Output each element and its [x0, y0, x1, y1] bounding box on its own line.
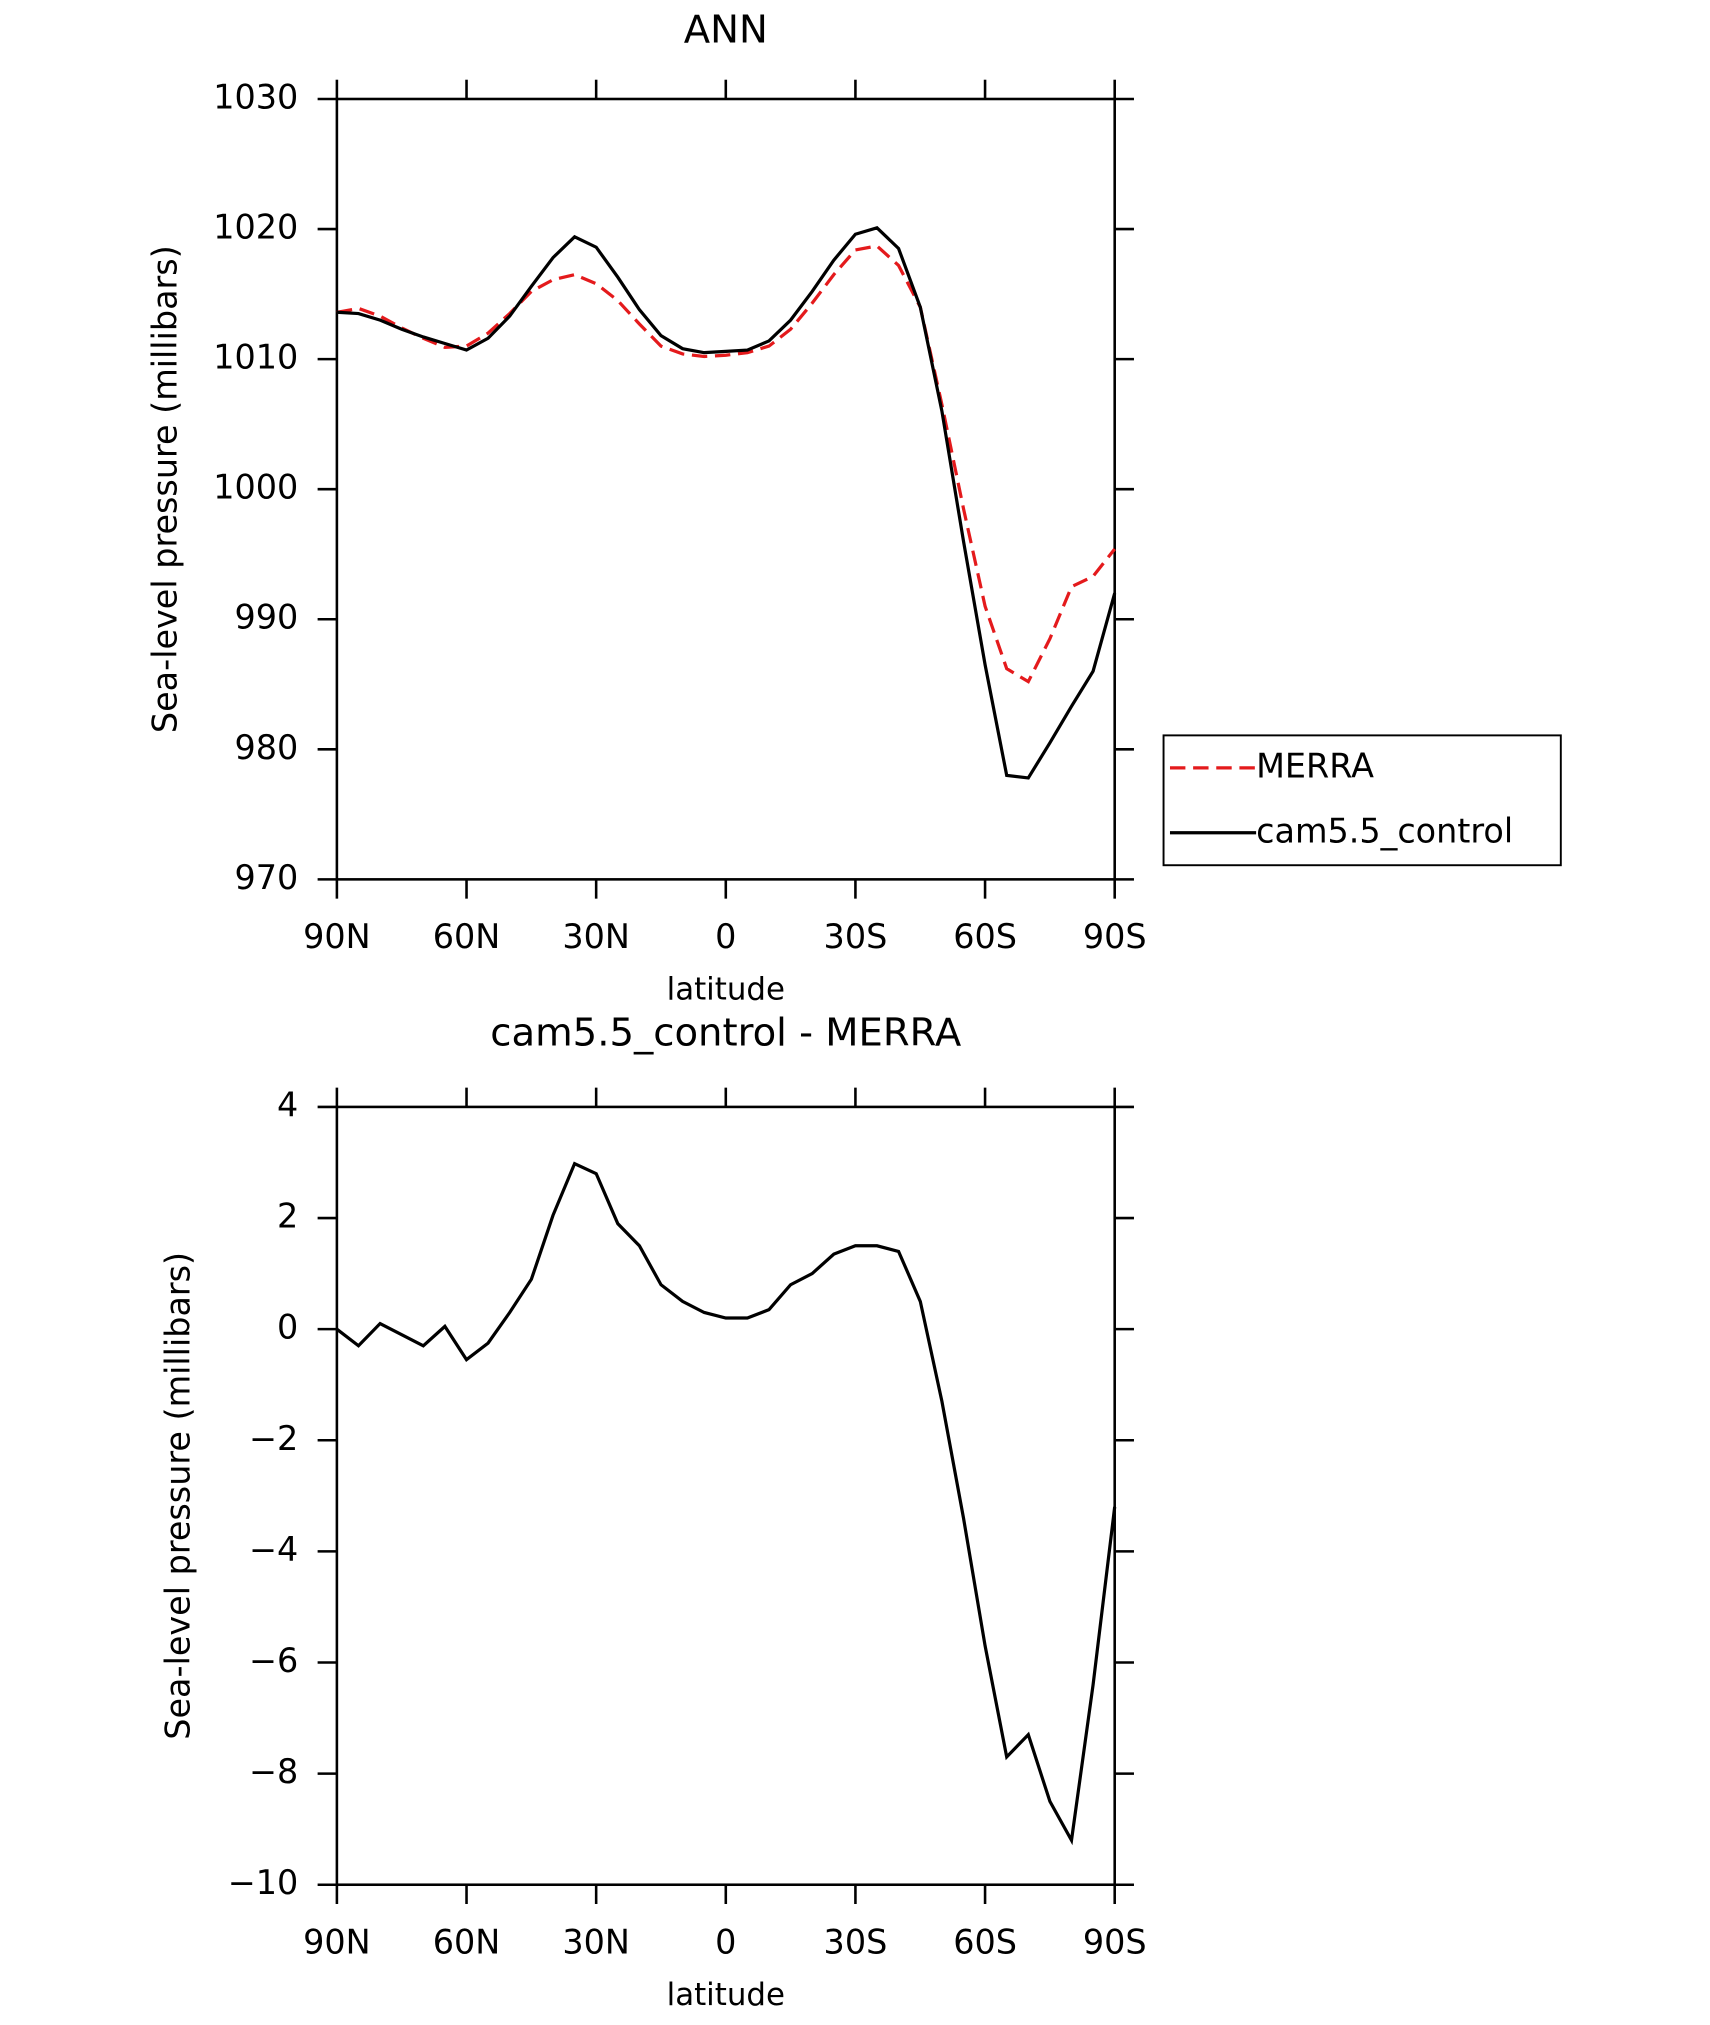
y-tick-label: 2	[277, 1197, 298, 1236]
x-axis-label: latitude	[667, 972, 785, 1008]
x-tick-label: 30S	[824, 917, 888, 956]
x-tick-label: 90S	[1083, 1922, 1147, 1961]
x-tick-label: 90N	[303, 1922, 371, 1961]
y-tick-label: −4	[249, 1530, 298, 1569]
series-line	[336, 244, 1116, 684]
x-tick-label: 60S	[953, 1922, 1017, 1961]
legend-label: MERRA	[1256, 746, 1374, 785]
plot-frame	[335, 97, 1116, 881]
y-tick-label: 1000	[213, 468, 298, 507]
x-tick-label: 30S	[824, 1922, 888, 1961]
y-tick-label: 1010	[213, 338, 298, 377]
series-line	[335, 1161, 1117, 1846]
x-tick-label: 60S	[953, 917, 1017, 956]
x-tick-label: 90S	[1083, 917, 1147, 956]
y-tick-label: −6	[249, 1641, 298, 1680]
y-tick-label: 970	[235, 858, 299, 897]
x-tick-label: 0	[715, 917, 736, 956]
y-tick-label: 0	[277, 1308, 298, 1347]
x-tick-label: 30N	[562, 1922, 630, 1961]
y-tick-label: 980	[235, 728, 299, 767]
series-line	[336, 226, 1117, 780]
x-tick-label: 0	[715, 1922, 736, 1961]
x-tick-label: 60N	[433, 1922, 501, 1961]
y-axis-label: Sea-level pressure (millibars)	[146, 245, 185, 733]
chart-title: ANN	[684, 8, 768, 53]
legend-label: cam5.5_control	[1256, 811, 1513, 850]
y-tick-label: −10	[228, 1863, 299, 1902]
chart-title: cam5.5_control - MERRA	[490, 1010, 962, 1055]
y-tick-label: 1020	[213, 208, 298, 247]
y-axis-label: Sea-level pressure (millibars)	[159, 1252, 198, 1740]
y-tick-label: 1030	[213, 77, 298, 116]
x-tick-label: 90N	[303, 917, 371, 956]
x-tick-label: 60N	[433, 917, 501, 956]
x-tick-label: 30N	[562, 917, 630, 956]
y-tick-label: 990	[235, 598, 299, 637]
y-tick-label: −8	[249, 1752, 298, 1791]
x-axis-label: latitude	[667, 1977, 785, 2013]
y-tick-label: −2	[249, 1419, 298, 1458]
legend-box	[1162, 734, 1562, 867]
y-tick-label: 4	[277, 1085, 298, 1124]
plot-frame	[335, 1105, 1116, 1887]
